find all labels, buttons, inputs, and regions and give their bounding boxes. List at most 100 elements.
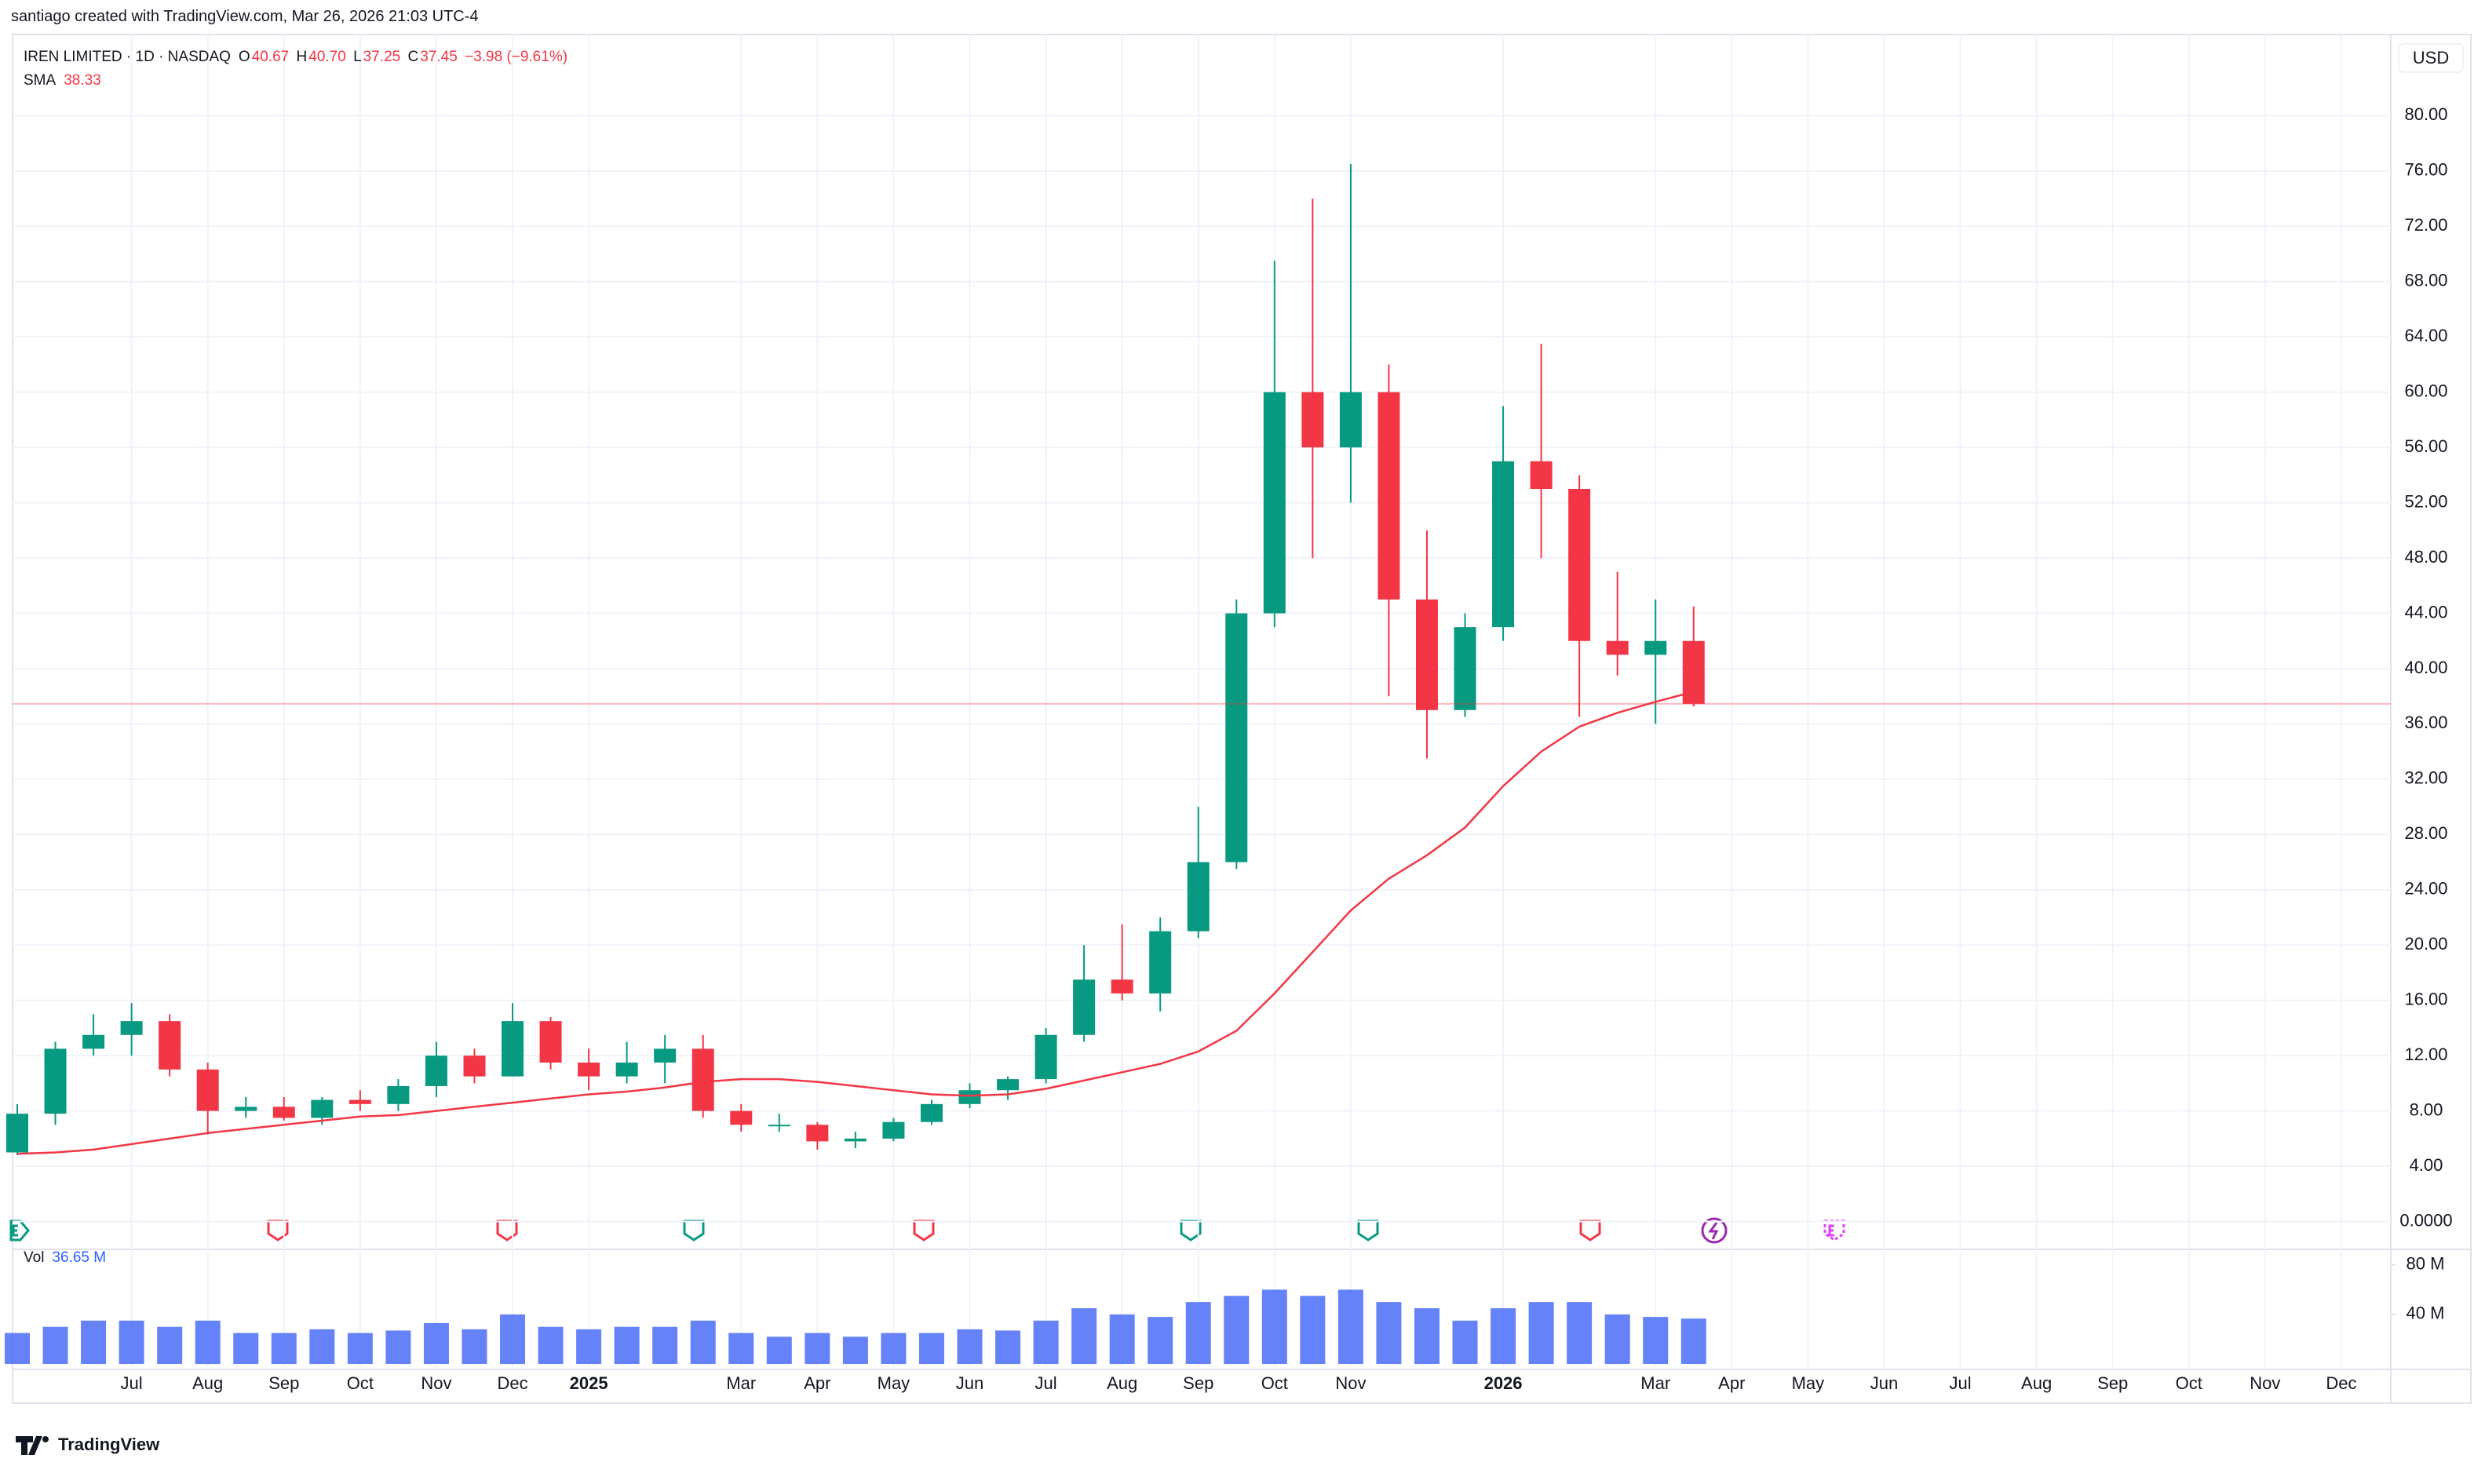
candle-body	[159, 1021, 181, 1070]
y-tick-label: 32.00	[2404, 768, 2447, 788]
candle-body	[920, 1103, 943, 1122]
volume-bar	[995, 1330, 1021, 1365]
y-tick-label: 40.00	[2404, 658, 2447, 677]
candle-body	[844, 1138, 867, 1142]
y-tick-label: 52.00	[2404, 491, 2447, 511]
x-tick-label: Nov	[421, 1373, 451, 1393]
volume-bar	[1376, 1302, 1402, 1365]
y-tick-label: 76.00	[2404, 160, 2447, 180]
currency: USD	[2413, 48, 2449, 67]
candle-body	[654, 1048, 677, 1063]
header: santiago created with TradingView.com, M…	[11, 8, 479, 26]
high-value: 40.70	[308, 49, 346, 65]
volume-bar	[652, 1326, 678, 1365]
x-tick-label: Aug	[1107, 1373, 1137, 1393]
candle-body	[691, 1048, 714, 1111]
volume-bar	[728, 1333, 754, 1365]
vol-value: 36.65 M	[52, 1249, 107, 1266]
sma-value: 38.33	[64, 72, 101, 89]
candle-body	[120, 1021, 143, 1035]
earnings-marker[interactable]	[913, 1220, 935, 1242]
volume-bar	[576, 1329, 602, 1365]
volume-bar	[881, 1333, 907, 1365]
x-tick-label: Dec	[2326, 1373, 2356, 1393]
volume-bar	[1643, 1317, 1669, 1365]
volume-bar	[309, 1329, 335, 1365]
earnings-marker[interactable]	[1823, 1220, 1845, 1242]
volume-bar	[1567, 1302, 1593, 1365]
candle-body	[1225, 613, 1248, 862]
earnings-marker[interactable]	[683, 1220, 705, 1242]
candle-body	[82, 1034, 105, 1049]
volume-bar	[385, 1330, 411, 1365]
candle-body	[768, 1125, 790, 1127]
volume-bar	[1452, 1320, 1478, 1365]
volume-bar	[1148, 1317, 1173, 1365]
candle-body	[1568, 488, 1591, 641]
candle-body	[196, 1069, 219, 1111]
candle-body	[1301, 392, 1324, 448]
candle-body	[1339, 392, 1362, 448]
y-tick-label: 60.00	[2404, 381, 2447, 401]
volume-bar	[1261, 1289, 1287, 1365]
volume-bar	[1300, 1296, 1326, 1365]
y-tick-label: 40 M	[2407, 1304, 2445, 1323]
candle-body	[502, 1021, 524, 1077]
volume-bar	[42, 1326, 68, 1365]
x-tick-label: Apr	[1718, 1373, 1745, 1393]
volume-bar	[1337, 1289, 1363, 1365]
x-tick-label: May	[878, 1373, 910, 1393]
y-tick-label: 56.00	[2404, 436, 2447, 456]
x-tick-label: Dec	[497, 1373, 527, 1393]
frame	[12, 34, 2472, 1404]
sma-legend: SMA 38.33	[24, 72, 101, 89]
volume-bar	[1491, 1308, 1516, 1365]
volume-bar	[1185, 1302, 1211, 1365]
volume-bar	[690, 1320, 716, 1365]
candle-body	[1606, 640, 1629, 655]
dividend-marker[interactable]	[1701, 1217, 1728, 1244]
earnings-marker[interactable]	[1579, 1220, 1601, 1242]
candle-body	[387, 1085, 410, 1104]
x-tick-label: Sep	[2097, 1373, 2128, 1393]
volume-bar	[119, 1320, 144, 1365]
candle-body	[1263, 392, 1286, 614]
volume-bar	[1528, 1302, 1554, 1365]
earnings-marker[interactable]	[496, 1220, 518, 1242]
earnings-icon	[1828, 1224, 1834, 1237]
candle-body	[425, 1056, 447, 1086]
x-tick-label: Aug	[2021, 1373, 2052, 1393]
y-tick-label: 12.00	[2404, 1045, 2447, 1064]
sma-line	[16, 691, 1695, 1155]
volume-bar	[157, 1326, 183, 1365]
x-tick-label: Oct	[2176, 1373, 2202, 1393]
volume-bar	[1071, 1308, 1097, 1365]
candle-body	[806, 1125, 829, 1142]
x-tick-label: 2026	[1484, 1373, 1523, 1393]
x-tick-label: Oct	[1261, 1373, 1288, 1393]
x-tick-label: Mar	[726, 1373, 756, 1393]
volume-bar	[195, 1320, 221, 1365]
candle-body	[1149, 931, 1172, 994]
candle-body	[730, 1110, 753, 1125]
x-tick-label: Jul	[1949, 1373, 1971, 1393]
volume-bar	[1033, 1320, 1059, 1365]
earnings-marker[interactable]	[1180, 1220, 1202, 1242]
earnings-marker[interactable]	[1357, 1220, 1379, 1242]
x-tick-label: Sep	[1183, 1373, 1213, 1393]
volume-bar	[271, 1333, 297, 1365]
currency-box[interactable]	[2398, 43, 2464, 73]
candle-body	[882, 1121, 905, 1139]
volume-bar	[233, 1333, 259, 1365]
y-tick-label: 44.00	[2404, 602, 2447, 622]
volume-bar	[766, 1336, 792, 1365]
vol-legend: Vol 36.65 M	[24, 1249, 106, 1267]
volume-bar	[805, 1333, 830, 1365]
low-label: L	[353, 49, 362, 65]
candle-body	[615, 1062, 638, 1077]
candle-body	[1111, 979, 1133, 994]
candle-body	[958, 1090, 981, 1104]
x-tick-label: Jun	[1870, 1373, 1898, 1393]
